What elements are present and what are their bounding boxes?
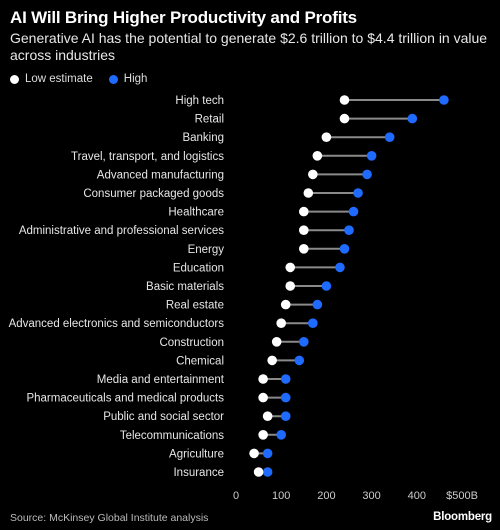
high-estimate-dot: [280, 374, 291, 384]
high-estimate-dot: [276, 430, 287, 440]
category-label: Real estate: [166, 300, 224, 312]
high-estimate-dot: [384, 132, 395, 142]
category-label: High tech: [175, 95, 224, 107]
x-tick-label: 100: [272, 490, 290, 502]
x-tick-label: 400: [408, 490, 426, 502]
low-estimate-dot: [258, 374, 268, 384]
x-tick-label: $500B: [446, 490, 478, 502]
high-estimate-dot: [308, 318, 318, 329]
legend-label-low: Low estimate: [25, 73, 93, 85]
low-estimate-dot: [253, 467, 264, 477]
category-label: Retail: [195, 114, 224, 126]
low-estimate-dot: [339, 95, 350, 105]
category-label: Chemical: [176, 355, 224, 367]
high-estimate-dot: [280, 411, 291, 422]
x-tick-label: 0: [233, 490, 239, 502]
high-estimate-dot: [294, 355, 305, 366]
source-note: Source: McKinsey Global Institute analys…: [10, 512, 209, 524]
low-estimate-dot: [267, 355, 277, 366]
high-estimate-dot: [362, 169, 372, 180]
chart-subtitle: Generative AI has the potential to gener…: [10, 30, 488, 63]
category-label: Basic materials: [146, 281, 224, 293]
category-label: Advanced manufacturing: [97, 169, 224, 181]
high-estimate-dot: [262, 467, 273, 477]
legend-item-low: Low estimate: [10, 73, 93, 85]
category-label: Education: [173, 262, 224, 274]
low-estimate-dot: [299, 206, 309, 217]
high-estimate-dot: [335, 262, 345, 273]
low-estimate-dot: [303, 188, 314, 198]
low-estimate-dot: [276, 318, 287, 329]
low-estimate-dot: [280, 299, 291, 310]
low-estimate-dot: [299, 244, 309, 254]
high-estimate-dot: [262, 448, 273, 459]
category-label: Pharmaceuticals and medical products: [26, 393, 224, 405]
low-estimate-dot: [308, 169, 318, 180]
category-label: Media and entertainment: [97, 374, 225, 386]
high-estimate-dot: [439, 95, 449, 105]
high-estimate-dot: [280, 392, 291, 403]
category-label: Administrative and professional services: [19, 225, 224, 237]
category-label: Agriculture: [169, 448, 224, 460]
high-estimate-dot: [299, 337, 309, 347]
low-estimate-dot: [339, 113, 350, 124]
category-label: Consumer packaged goods: [83, 188, 224, 200]
category-label: Healthcare: [168, 207, 224, 219]
high-estimate-dot: [344, 225, 354, 235]
x-tick-label: 300: [362, 490, 380, 502]
low-estimate-dot: [285, 262, 296, 273]
high-estimate-dot: [321, 281, 332, 291]
x-tick-label: 200: [317, 490, 335, 502]
category-label: Construction: [159, 337, 224, 349]
low-estimate-dot: [299, 225, 309, 235]
high-estimate-dot: [312, 299, 323, 310]
high-estimate-dot: [353, 188, 363, 198]
category-label: Public and social sector: [103, 411, 224, 423]
low-estimate-dot: [258, 392, 268, 403]
low-estimate-dot: [262, 411, 273, 422]
low-estimate-dot: [312, 151, 323, 161]
low-estimate-dot: [249, 448, 259, 459]
legend: Low estimate High: [10, 73, 163, 85]
category-label: Telecommunications: [120, 430, 224, 442]
chart-title: AI Will Bring Higher Productivity and Pr…: [10, 8, 357, 27]
low-estimate-dot: [321, 132, 332, 142]
brand-logo: Bloomberg: [433, 511, 492, 523]
category-label: Banking: [182, 132, 224, 144]
category-label: Insurance: [173, 467, 224, 479]
high-estimate-dot: [348, 206, 359, 217]
low-estimate-dot: [258, 430, 268, 440]
legend-item-high: High: [108, 73, 148, 85]
low-estimate-dot: [285, 281, 296, 291]
category-label: Travel, transport, and logistics: [71, 151, 224, 163]
legend-label-high: High: [123, 73, 148, 85]
high-estimate-dot: [339, 244, 350, 254]
high-estimate-dot: [407, 113, 418, 124]
legend-dot-low: [10, 74, 19, 84]
high-estimate-dot: [366, 151, 377, 161]
category-label: Energy: [188, 244, 225, 256]
legend-dot-high: [108, 74, 118, 84]
low-estimate-dot: [271, 337, 282, 347]
category-label: Advanced electronics and semiconductors: [9, 318, 225, 330]
